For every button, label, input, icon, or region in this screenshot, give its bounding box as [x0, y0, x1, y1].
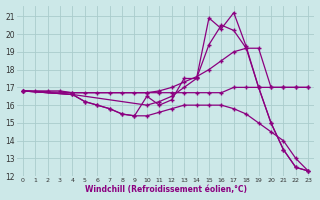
- X-axis label: Windchill (Refroidissement éolien,°C): Windchill (Refroidissement éolien,°C): [84, 185, 246, 194]
